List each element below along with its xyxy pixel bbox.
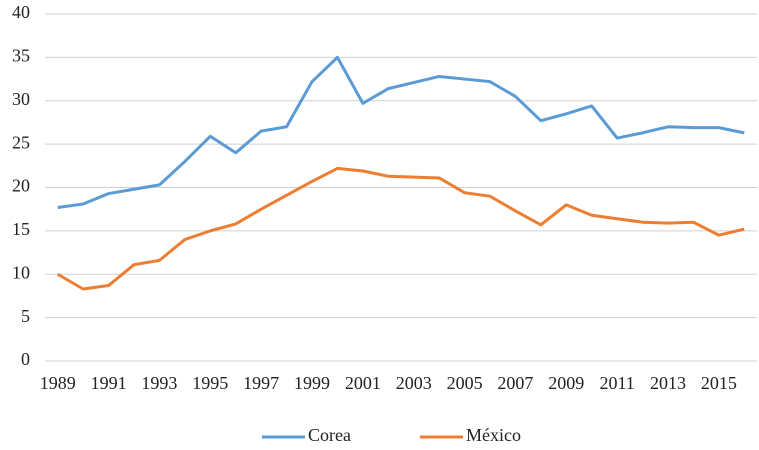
legend-label: Corea	[308, 425, 351, 445]
y-tick-label: 15	[12, 219, 30, 239]
x-tick-label: 1993	[141, 373, 177, 393]
y-tick-label: 10	[12, 262, 30, 282]
x-tick-label: 2013	[650, 373, 686, 393]
line-series	[57, 55, 745, 209]
x-tick-label: 1995	[192, 373, 228, 393]
x-tick-label: 2003	[396, 373, 432, 393]
x-tick-label: 1989	[40, 373, 76, 393]
x-tick-label: 1997	[243, 373, 279, 393]
y-tick-label: 35	[12, 46, 30, 66]
y-tick-label: 5	[21, 306, 30, 326]
y-tick-label: 0	[21, 349, 30, 369]
line-series	[56, 166, 745, 291]
y-tick-label: 25	[12, 132, 30, 152]
x-tick-label: 2005	[447, 373, 483, 393]
x-tick-label: 2007	[497, 373, 533, 393]
x-tick-label: 1999	[294, 373, 330, 393]
y-tick-label: 20	[12, 176, 30, 196]
x-tick-label: 2011	[599, 373, 634, 393]
y-tick-label: 30	[12, 89, 30, 109]
x-tick-label: 2015	[701, 373, 737, 393]
x-tick-label: 2009	[548, 373, 584, 393]
y-tick-label: 40	[12, 2, 30, 22]
x-tick-label: 2001	[345, 373, 381, 393]
x-tick-label: 1991	[91, 373, 127, 393]
legend-label: México	[466, 425, 521, 445]
